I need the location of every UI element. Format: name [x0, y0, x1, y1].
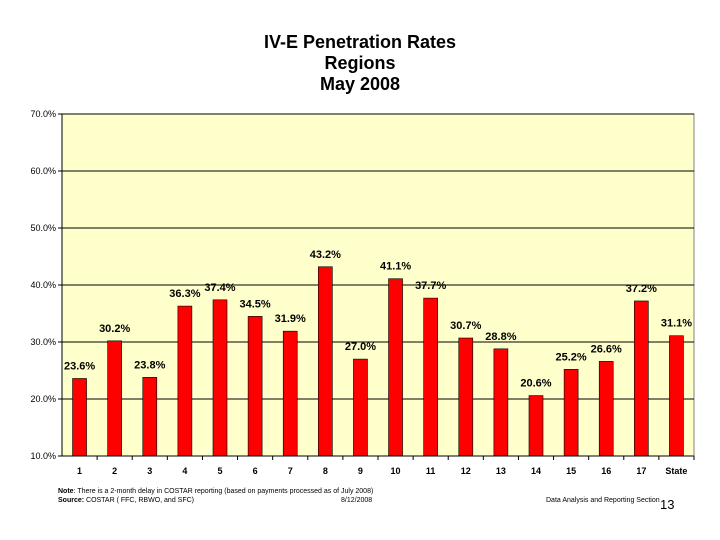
x-tick-label-2: 2	[112, 466, 117, 476]
bar-14	[528, 395, 544, 457]
value-label-12: 30.7%	[450, 320, 481, 332]
x-tick-label-10: 10	[391, 466, 401, 476]
x-tick-label-12: 12	[461, 466, 471, 476]
x-tick-label-9: 9	[358, 466, 363, 476]
note-label: Note	[58, 488, 74, 495]
value-label-11: 37.7%	[415, 280, 446, 292]
bar-2	[107, 340, 122, 457]
value-label-10: 41.1%	[380, 261, 411, 273]
value-label-5: 37.4%	[204, 282, 235, 294]
value-label-1: 23.6%	[64, 360, 95, 372]
x-tick-label-14: 14	[531, 466, 541, 476]
value-label-17: 37.2%	[626, 283, 657, 295]
chart-title: IV-E Penetration Rates Regions May 2008	[0, 32, 720, 95]
y-tick-label: 40.0%	[30, 280, 56, 290]
bar-16	[598, 361, 614, 457]
bar-1	[72, 378, 87, 457]
bar-8	[318, 266, 333, 457]
x-tick-label-15: 15	[566, 466, 576, 476]
chart-title-line-1: IV-E Penetration Rates	[263, 32, 457, 52]
x-tick-label-16: 16	[601, 466, 611, 476]
chart-title-line-2: Regions	[324, 53, 396, 73]
chart-title-line-3: May 2008	[319, 74, 401, 94]
bar-11	[423, 297, 438, 457]
footer-source: Source: COSTAR ( FFC, RBWO, and SFC)	[58, 497, 194, 504]
value-label-2: 30.2%	[99, 323, 130, 335]
value-label-7: 31.9%	[275, 313, 306, 325]
value-labels: 23.6% 30.2% 23.8% 36.3% 37.4% 34.5% 31.9% 43.2%…	[64, 249, 692, 390]
bar-State	[669, 335, 684, 457]
bar-6	[247, 316, 263, 457]
footer-date: 8/12/2008	[341, 497, 373, 504]
value-label-4: 36.3%	[169, 288, 200, 300]
value-label-8: 43.2%	[310, 249, 341, 261]
bar-12	[458, 337, 474, 457]
value-label-14: 20.6%	[520, 378, 551, 390]
x-tick-label-11: 11	[426, 466, 436, 476]
bar-17	[634, 300, 649, 457]
source-text: COSTAR ( FFC, RBWO, and SFC)	[84, 497, 194, 504]
value-label-16: 26.6%	[591, 343, 622, 355]
x-tick-label-4: 4	[182, 466, 187, 476]
bar-13	[493, 348, 509, 457]
x-tick-label-3: 3	[147, 466, 152, 476]
y-tick-label: 50.0%	[30, 223, 56, 233]
y-tick-label: 60.0%	[30, 166, 56, 176]
x-tick-label-5: 5	[217, 466, 222, 476]
y-tick-label: 10.0%	[30, 451, 56, 461]
y-tick-label: 30.0%	[30, 337, 56, 347]
source-label: Source:	[58, 497, 85, 504]
bar-9	[353, 358, 368, 457]
x-axis: 1 2 3 4 5 6 7 8 9 10 11 12 13 14 15 16 17 State	[77, 456, 695, 476]
y-tick-label: 70.0%	[30, 109, 56, 119]
bar-4	[177, 305, 193, 457]
x-tick-label-1: 1	[77, 466, 82, 476]
x-tick-label-17: 17	[636, 466, 646, 476]
bar-7	[282, 330, 298, 457]
value-label-9: 27.0%	[345, 341, 376, 353]
x-tick-label-State: State	[665, 466, 687, 476]
bar-10	[388, 278, 403, 457]
x-tick-label-13: 13	[496, 466, 506, 476]
bar-5	[212, 299, 228, 457]
x-tick-label-6: 6	[253, 466, 258, 476]
bars	[72, 266, 684, 457]
footer-section: Data Analysis and Reporting Section	[546, 497, 660, 504]
page-number: 13	[660, 497, 675, 512]
x-tick-label-8: 8	[323, 466, 328, 476]
value-label-13: 28.8%	[485, 331, 516, 343]
value-label-3: 23.8%	[134, 359, 165, 371]
value-label-State: 31.1%	[661, 318, 692, 330]
footer-note: Note: There is a 2-month delay in COSTAR…	[58, 488, 373, 495]
bar-3	[142, 377, 158, 457]
y-tick-label: 20.0%	[30, 394, 56, 404]
value-label-6: 34.5%	[240, 298, 271, 310]
x-tick-label-7: 7	[288, 466, 293, 476]
note-text: : There is a 2-month delay in COSTAR rep…	[73, 488, 374, 495]
bar-15	[563, 369, 579, 457]
value-label-15: 25.2%	[556, 351, 587, 363]
